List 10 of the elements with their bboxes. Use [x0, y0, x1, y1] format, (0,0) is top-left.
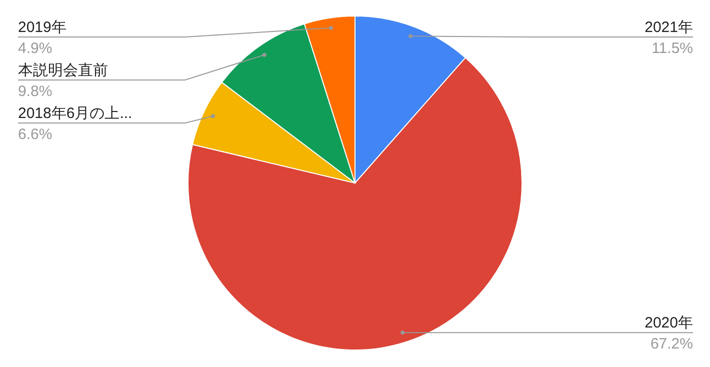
data-label: 9.8% — [18, 83, 52, 100]
slice-label: 2020年 — [644, 314, 693, 332]
data-label: 67.2% — [650, 336, 693, 353]
slice-label: 2021年 — [644, 19, 693, 36]
slice-label: 2018年6月の上... — [18, 105, 132, 122]
data-label: 4.9% — [18, 40, 52, 57]
data-label: 6.6% — [18, 126, 52, 143]
slice-label: 本説明会直前 — [18, 62, 108, 79]
slice-label: 2019年 — [18, 19, 66, 36]
data-label: 11.5% — [652, 40, 693, 57]
